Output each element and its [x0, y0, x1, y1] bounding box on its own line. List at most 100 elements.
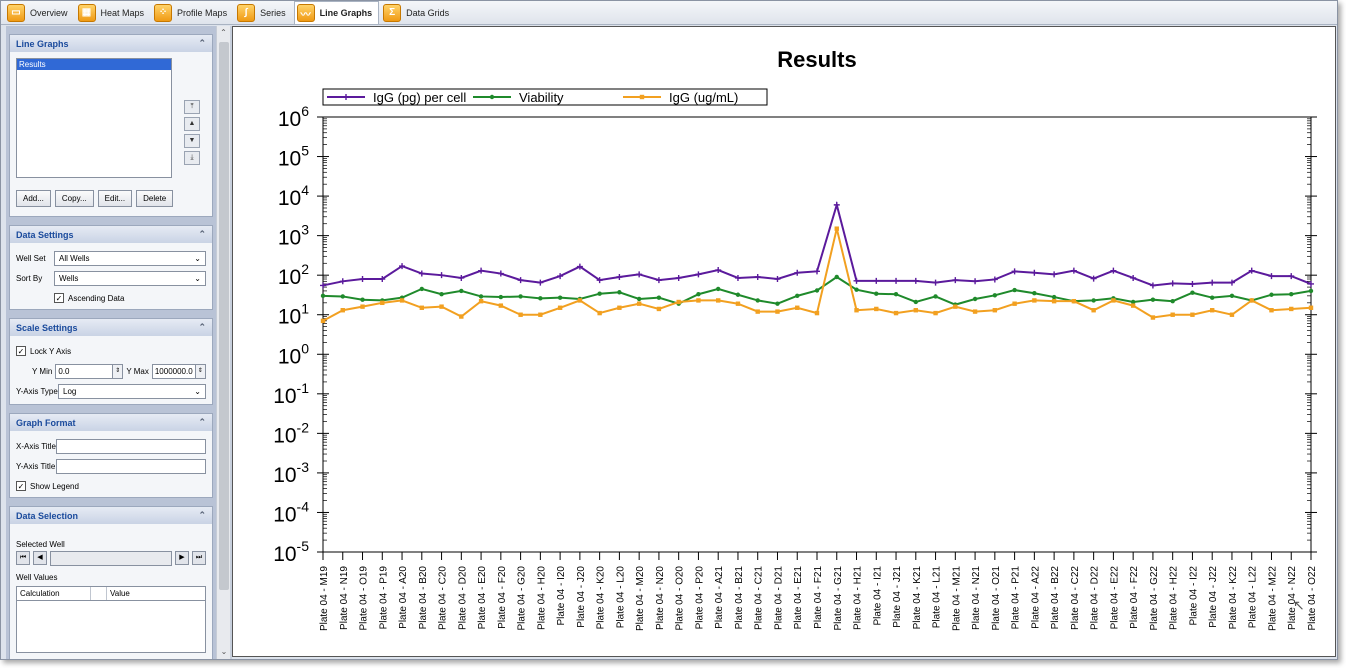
collapse-chevron-icon[interactable]: ⌃: [198, 417, 206, 427]
tab-profile-maps[interactable]: ⁘ Profile Maps: [152, 2, 233, 24]
data-point: [517, 277, 524, 284]
move-up-icon[interactable]: ▲: [184, 117, 200, 131]
data-point: [399, 298, 405, 303]
y-max-stepper[interactable]: 1000000.0 ⇕: [151, 363, 206, 379]
selected-well-input[interactable]: [50, 550, 172, 566]
x-tick-label: Plate 04 - H20: [536, 566, 547, 630]
edit-graph-button[interactable]: Edit...: [97, 190, 133, 207]
tab-series[interactable]: ∫ Series: [235, 2, 292, 24]
column-value[interactable]: Value: [110, 589, 130, 598]
data-point: [754, 273, 761, 280]
data-point: [755, 298, 760, 303]
data-point: [874, 306, 879, 312]
data-point: [972, 278, 979, 285]
data-point: [438, 272, 445, 279]
data-point: [1189, 280, 1196, 287]
collapse-chevron-icon[interactable]: ⌃: [198, 322, 206, 332]
x-tick-label: Plate 04 - E21: [793, 566, 804, 630]
sort-by-select[interactable]: Wells ⌄: [54, 270, 206, 286]
data-point: [596, 277, 603, 284]
line-graphs-title: Line Graphs: [16, 38, 69, 49]
well-values-grid[interactable]: [16, 601, 206, 653]
graph-list-item-results[interactable]: Results: [17, 59, 171, 70]
data-point: [1150, 315, 1156, 320]
move-bottom-icon[interactable]: ⤓: [184, 151, 200, 165]
data-point: [1091, 298, 1096, 303]
stepper-arrows-icon[interactable]: ⇕: [194, 364, 205, 378]
data-point: [716, 286, 721, 292]
collapse-chevron-icon[interactable]: ⌃: [198, 38, 206, 48]
y-axis-title-input[interactable]: [56, 458, 206, 474]
scrollbar-thumb[interactable]: [219, 42, 229, 590]
y-axis-type-select[interactable]: Log ⌄: [58, 383, 206, 399]
y-min-stepper[interactable]: 0.0 ⇕: [55, 363, 124, 379]
show-legend-checkbox[interactable]: ✓: [16, 481, 26, 491]
data-point: [893, 310, 899, 316]
add-graph-button[interactable]: Add...: [16, 190, 51, 207]
ascending-data-checkbox[interactable]: ✓: [54, 293, 64, 303]
scroll-down-icon[interactable]: ⌄: [220, 647, 228, 656]
x-tick-label: Plate 04 - P21: [1011, 566, 1022, 630]
scale-settings-header[interactable]: Scale Settings ⌃: [10, 319, 212, 336]
move-down-icon[interactable]: ▼: [184, 134, 200, 148]
last-well-icon[interactable]: ⏭: [192, 551, 206, 565]
profilemap-icon: ⁘: [154, 3, 173, 22]
tab-heat-maps[interactable]: ▦ Heat Maps: [76, 2, 151, 24]
data-point: [557, 305, 563, 310]
data-point: [538, 296, 543, 301]
prev-well-icon[interactable]: ◀: [33, 551, 47, 565]
data-point: [360, 297, 365, 302]
x-tick-label: Plate 04 - E22: [1109, 566, 1120, 630]
x-tick-label: Plate 04 - K20: [596, 566, 607, 630]
scroll-up-icon[interactable]: ⌃: [220, 28, 227, 37]
data-point: [1070, 267, 1077, 274]
collapse-chevron-icon[interactable]: ⌃: [198, 229, 206, 239]
x-tick-label: Plate 04 - A20: [398, 566, 409, 629]
data-point: [1169, 280, 1176, 287]
tab-data-grids[interactable]: Σ Data Grids: [381, 2, 455, 24]
column-spacer: [91, 587, 107, 600]
legend-label: IgG (pg) per cell: [373, 90, 466, 105]
y-tick-label: 10-5: [273, 538, 309, 566]
move-top-icon[interactable]: ⤒: [184, 100, 200, 114]
lock-y-axis-checkbox[interactable]: ✓: [16, 346, 26, 356]
panel-splitter[interactable]: [230, 26, 232, 659]
first-well-icon[interactable]: ⏮: [16, 551, 30, 565]
left-panel-scrollbar[interactable]: ⌃ ⌄: [216, 26, 230, 659]
x-axis-title-input[interactable]: [56, 438, 206, 454]
data-settings-header[interactable]: Data Settings ⌃: [10, 226, 212, 243]
x-tick-label: Plate 04 - N19: [339, 566, 350, 630]
graph-format-title: Graph Format: [16, 417, 76, 428]
plot-frame: [322, 116, 1312, 553]
stepper-arrows-icon[interactable]: ⇕: [112, 364, 123, 378]
delete-graph-button[interactable]: Delete: [136, 190, 174, 207]
x-tick-label: Plate 04 - F21: [813, 566, 824, 629]
x-tick-label: Plate 04 - D22: [1090, 566, 1101, 630]
data-point: [1249, 298, 1254, 303]
x-tick-label: Plate 04 - P19: [378, 566, 389, 630]
tab-overview[interactable]: ▭ Overview: [5, 2, 74, 24]
column-calculation[interactable]: Calculation: [17, 587, 91, 600]
data-point: [1209, 279, 1216, 286]
data-point: [814, 288, 820, 293]
data-point: [755, 309, 760, 314]
tab-label: Series: [260, 7, 286, 18]
well-values-label: Well Values: [16, 573, 58, 582]
line-graphs-header[interactable]: Line Graphs ⌃: [10, 35, 212, 52]
data-point: [498, 303, 504, 308]
copy-graph-button[interactable]: Copy...: [54, 190, 94, 207]
selected-well-label: Selected Well: [16, 540, 65, 549]
data-point: [932, 279, 939, 286]
data-point: [992, 308, 998, 313]
next-well-icon[interactable]: ▶: [175, 551, 189, 565]
data-point: [636, 296, 642, 302]
data-point: [795, 305, 800, 310]
data-selection-header[interactable]: Data Selection ⌃: [10, 507, 212, 524]
x-tick-label: Plate 04 - G20: [517, 566, 528, 631]
graph-format-header[interactable]: Graph Format ⌃: [10, 414, 212, 431]
collapse-chevron-icon[interactable]: ⌃: [198, 510, 206, 520]
well-set-select[interactable]: All Wells ⌄: [54, 250, 206, 266]
x-axis-title-label: X-Axis Title: [16, 441, 57, 451]
graph-list[interactable]: Results: [16, 58, 172, 178]
tab-line-graphs[interactable]: 〰 Line Graphs: [293, 1, 380, 24]
